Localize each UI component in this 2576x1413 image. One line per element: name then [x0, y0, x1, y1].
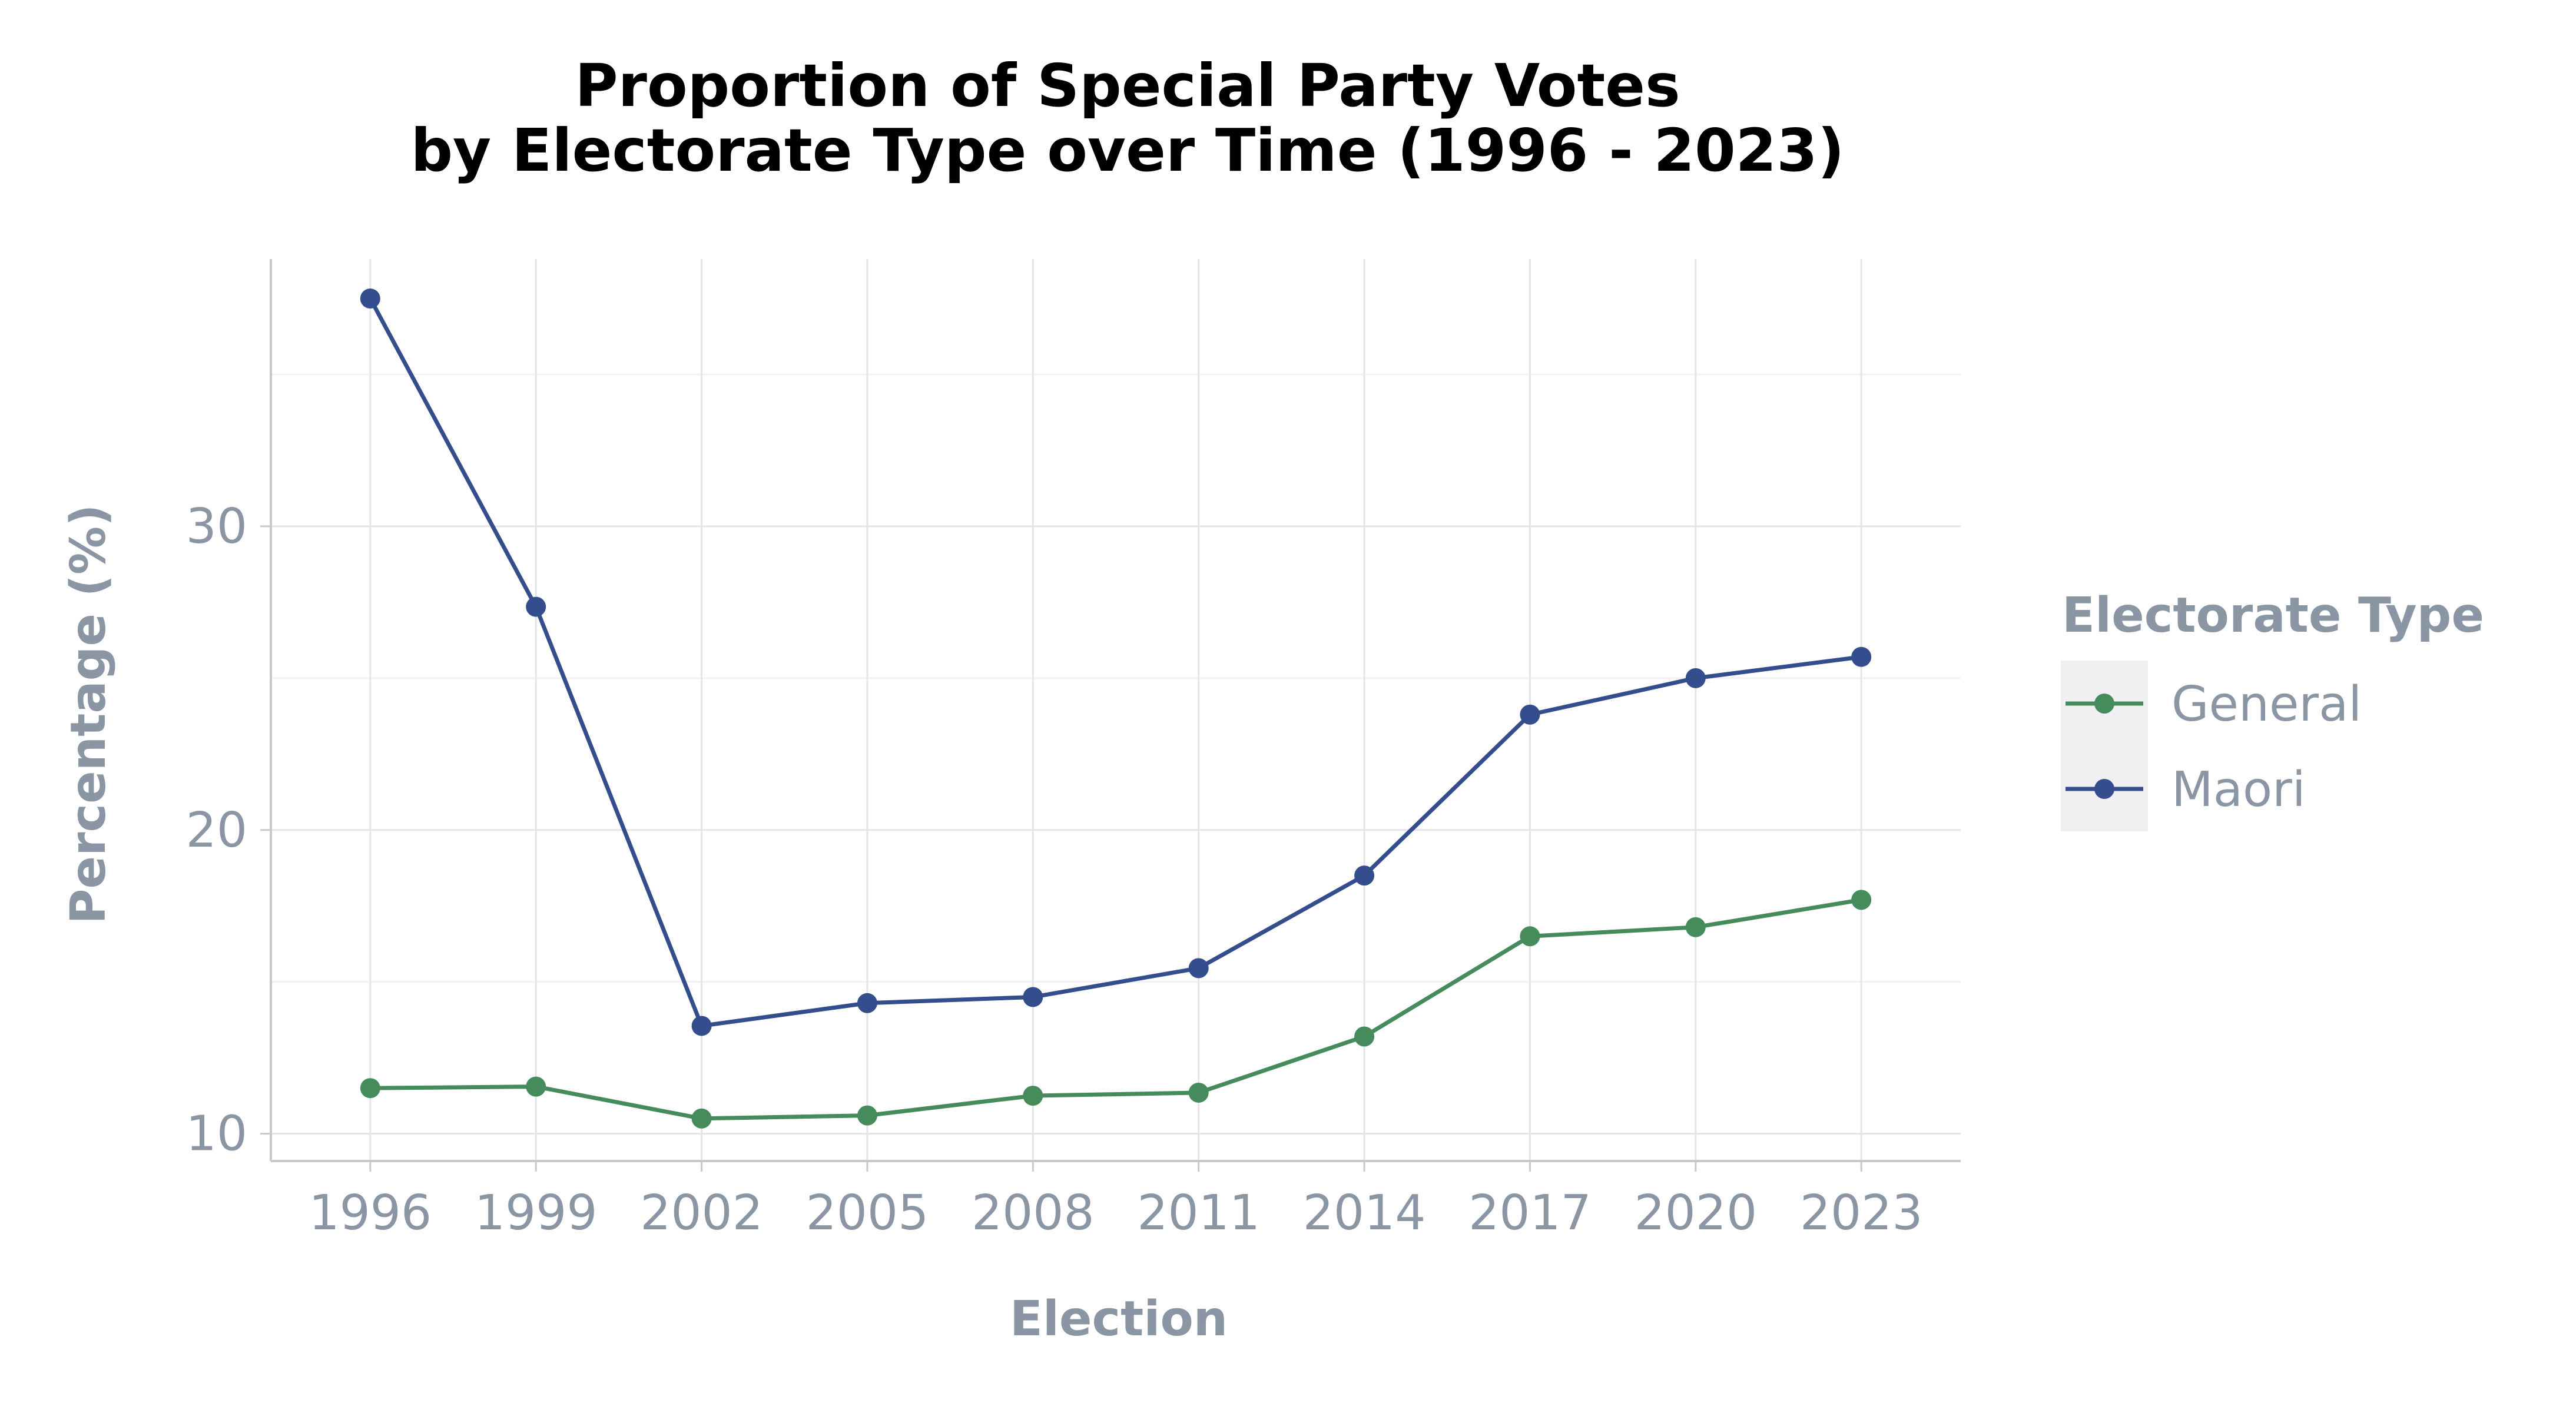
axes — [260, 259, 1961, 1172]
x-tick-label: 1996 — [309, 1185, 432, 1241]
legend-title: Electorate Type — [2062, 588, 2484, 644]
legend-label-general: General — [2171, 676, 2362, 732]
legend-key-point-maori — [2094, 779, 2114, 799]
data-point-maori — [1188, 958, 1209, 979]
legend-key-background — [2061, 661, 2148, 831]
x-tick-label: 2005 — [806, 1185, 929, 1241]
data-point-general — [526, 1076, 546, 1097]
data-point-maori — [1354, 865, 1375, 886]
x-tick-label: 2017 — [1468, 1185, 1592, 1241]
data-point-maori — [1023, 987, 1043, 1007]
data-point-general — [1685, 917, 1706, 937]
x-tick-label: 2002 — [640, 1185, 763, 1241]
data-point-maori — [526, 596, 546, 617]
x-tick-label: 2023 — [1800, 1185, 1923, 1241]
data-point-maori — [857, 993, 877, 1013]
data-point-general — [1520, 926, 1540, 947]
data-point-general — [1023, 1086, 1043, 1106]
series-line-general — [370, 897, 1862, 1121]
data-point-general — [857, 1105, 877, 1126]
x-tick-label: 2020 — [1634, 1185, 1757, 1241]
data-point-maori — [360, 288, 380, 309]
chart-title-line-2: by Electorate Type over Time (1996 - 202… — [410, 116, 1844, 185]
y-tick-label: 10 — [186, 1106, 247, 1162]
x-axis-title: Election — [1010, 1291, 1228, 1347]
gridlines — [271, 259, 1961, 1161]
data-point-maori — [1851, 646, 1872, 667]
legend-key-point-general — [2094, 694, 2114, 714]
x-tick-label: 2011 — [1137, 1185, 1260, 1241]
series-line-maori — [368, 297, 1862, 1028]
x-tick-label: 2008 — [972, 1185, 1095, 1241]
data-point-maori — [1685, 668, 1706, 688]
data-point-general — [1188, 1082, 1209, 1103]
data-series — [360, 288, 1872, 1129]
y-axis-title: Percentage (%) — [61, 504, 117, 924]
data-point-general — [691, 1108, 712, 1129]
x-tick-label: 1999 — [475, 1185, 598, 1241]
legend-label-maori: Maori — [2171, 762, 2306, 818]
data-point-general — [360, 1078, 380, 1099]
legend: Electorate Type General Maori — [2061, 588, 2484, 831]
data-point-maori — [691, 1016, 712, 1036]
chart-title-line-1: Proportion of Special Party Votes — [575, 51, 1680, 120]
y-tick-label: 20 — [186, 802, 247, 858]
data-point-general — [1851, 890, 1872, 910]
data-point-maori — [1520, 704, 1540, 725]
data-point-general — [1354, 1026, 1375, 1047]
y-tick-label: 30 — [186, 499, 247, 555]
x-tick-label: 2014 — [1303, 1185, 1426, 1241]
tick-labels: 10 20 30 1996 1999 2002 2005 2008 2011 2014 2017 20… — [186, 499, 1923, 1241]
